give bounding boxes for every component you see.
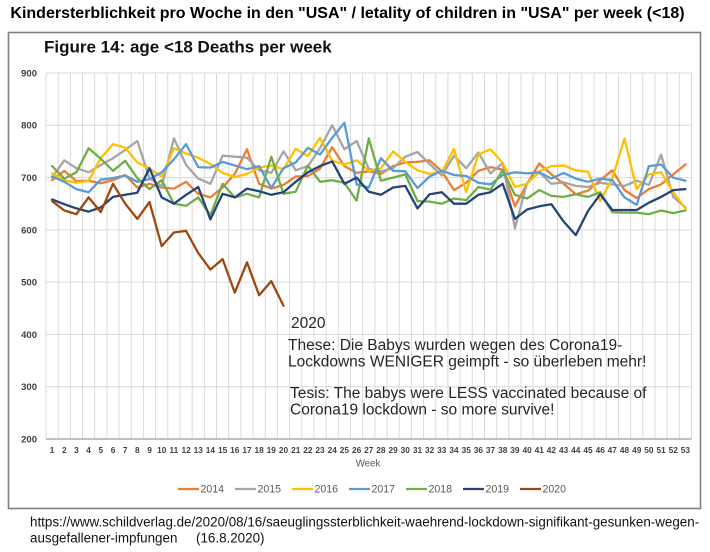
svg-text:2019: 2019	[486, 484, 510, 496]
svg-text:49: 49	[632, 445, 642, 455]
svg-text:39: 39	[510, 445, 520, 455]
svg-text:53: 53	[681, 445, 691, 455]
svg-text:36: 36	[474, 445, 484, 455]
svg-text:700: 700	[21, 173, 37, 184]
svg-text:2020: 2020	[543, 484, 567, 496]
svg-text:34: 34	[449, 445, 459, 455]
svg-text:2017: 2017	[372, 484, 396, 496]
svg-text:30: 30	[401, 445, 411, 455]
svg-text:51: 51	[656, 445, 666, 455]
svg-text:6: 6	[111, 445, 116, 455]
svg-text:17: 17	[242, 445, 252, 455]
svg-text:2015: 2015	[258, 484, 282, 496]
svg-text:29: 29	[388, 445, 398, 455]
svg-text:2018: 2018	[429, 484, 453, 496]
svg-text:38: 38	[498, 445, 508, 455]
svg-text:8: 8	[135, 445, 140, 455]
svg-text:800: 800	[21, 121, 37, 132]
svg-text:24: 24	[328, 445, 338, 455]
svg-text:43: 43	[559, 445, 569, 455]
svg-text:25: 25	[340, 445, 350, 455]
svg-text:2014: 2014	[201, 484, 225, 496]
svg-text:13: 13	[194, 445, 204, 455]
svg-text:These: Die Babys wurden wegen: These: Die Babys wurden wegen des Corona…	[288, 337, 622, 354]
svg-text:46: 46	[596, 445, 606, 455]
svg-text:50: 50	[644, 445, 654, 455]
svg-text:7: 7	[123, 445, 128, 455]
svg-text:5: 5	[98, 445, 103, 455]
svg-text:48: 48	[620, 445, 630, 455]
svg-text:11: 11	[170, 445, 179, 455]
svg-text:33: 33	[437, 445, 447, 455]
svg-text:200: 200	[21, 434, 37, 445]
svg-text:900: 900	[21, 68, 37, 79]
svg-text:2016: 2016	[315, 484, 339, 496]
svg-text:400: 400	[21, 330, 37, 341]
svg-text:600: 600	[21, 225, 37, 236]
svg-text:Tesis: The babys were LESS vac: Tesis: The babys were LESS vaccinated be…	[290, 385, 647, 402]
svg-text:16: 16	[230, 445, 240, 455]
svg-text:41: 41	[535, 445, 545, 455]
svg-text:14: 14	[206, 445, 216, 455]
svg-text:23: 23	[315, 445, 325, 455]
svg-text:47: 47	[608, 445, 618, 455]
svg-text:18: 18	[254, 445, 264, 455]
svg-text:2: 2	[62, 445, 67, 455]
svg-text:500: 500	[21, 278, 37, 289]
svg-text:27: 27	[364, 445, 374, 455]
svg-text:45: 45	[583, 445, 593, 455]
svg-text:Week: Week	[356, 459, 381, 470]
svg-text:40: 40	[522, 445, 532, 455]
svg-text:Lockdowns WENIGER geimpft - so: Lockdowns WENIGER geimpft - so überleben…	[288, 353, 646, 370]
svg-text:26: 26	[352, 445, 362, 455]
svg-text:Corona19 lockdown - so more su: Corona19 lockdown - so more survive!	[290, 401, 554, 418]
svg-text:1: 1	[50, 445, 55, 455]
svg-text:28: 28	[376, 445, 386, 455]
svg-text:44: 44	[571, 445, 581, 455]
svg-text:3: 3	[74, 445, 79, 455]
svg-text:22: 22	[303, 445, 313, 455]
svg-text:20: 20	[279, 445, 289, 455]
svg-text:Kindersterblichkeit pro Woche: Kindersterblichkeit pro Woche in den "US…	[10, 5, 684, 22]
svg-text:42: 42	[547, 445, 557, 455]
svg-text:2020: 2020	[291, 315, 326, 332]
svg-text:ausgefallener-impfungen (1: ausgefallener-impfungen (16.8.2020)	[30, 531, 265, 546]
svg-text:15: 15	[218, 445, 228, 455]
svg-text:Figure 14: age <18 Deaths per: Figure 14: age <18 Deaths per week	[44, 38, 332, 57]
svg-text:31: 31	[413, 445, 423, 455]
svg-text:52: 52	[669, 445, 679, 455]
svg-text:12: 12	[181, 445, 191, 455]
svg-text:21: 21	[291, 445, 301, 455]
svg-text:10: 10	[157, 445, 167, 455]
svg-text:9: 9	[147, 445, 152, 455]
svg-text:https://www.schildverlag.de/20: https://www.schildverlag.de/2020/08/16/s…	[30, 515, 699, 530]
svg-text:4: 4	[86, 445, 91, 455]
svg-text:32: 32	[425, 445, 435, 455]
svg-text:19: 19	[267, 445, 277, 455]
svg-text:300: 300	[21, 382, 37, 393]
svg-text:35: 35	[462, 445, 472, 455]
svg-text:37: 37	[486, 445, 496, 455]
